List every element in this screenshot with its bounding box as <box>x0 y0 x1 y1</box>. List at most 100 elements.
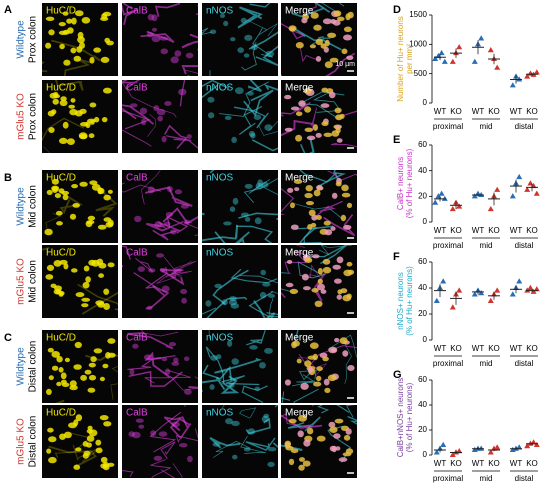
cell <box>322 356 329 362</box>
fibre <box>235 231 250 243</box>
fibre <box>156 270 192 284</box>
data-point <box>478 191 485 198</box>
cell <box>232 454 238 460</box>
x-tick-label: WT <box>510 226 523 235</box>
fibre <box>308 137 315 153</box>
cell <box>343 224 352 230</box>
cell <box>161 357 168 362</box>
fibre <box>248 80 262 92</box>
cell <box>342 350 349 357</box>
cell <box>163 221 171 227</box>
cell <box>335 446 341 451</box>
fibre <box>221 375 260 386</box>
cell <box>67 27 74 34</box>
cell <box>286 259 293 264</box>
channel-label: CalB <box>126 6 148 17</box>
cell <box>71 184 78 189</box>
cell <box>97 187 105 195</box>
cell <box>234 87 244 95</box>
cell <box>184 388 192 395</box>
cell <box>135 418 144 423</box>
fibre <box>56 189 84 214</box>
cell <box>85 220 93 228</box>
panel-letter: G <box>393 369 402 381</box>
cell <box>165 212 174 217</box>
micrograph: Merge <box>281 245 357 318</box>
cell <box>157 115 163 122</box>
cell <box>284 127 293 132</box>
genotype-label: mGlu5 KO <box>16 258 27 305</box>
cell <box>89 102 97 108</box>
fibre <box>122 182 162 193</box>
data-point <box>440 441 447 447</box>
cell <box>89 57 95 64</box>
cell <box>158 431 168 437</box>
y-tick-label: 0 <box>423 98 428 107</box>
region-label: mid <box>480 122 493 131</box>
y-tick-label: 20 <box>418 191 427 200</box>
cell <box>298 414 308 422</box>
data-point <box>527 284 534 290</box>
data-point <box>449 58 456 64</box>
micrograph: Merge <box>281 330 357 403</box>
cell <box>262 181 269 188</box>
cell <box>304 192 313 199</box>
fibre <box>122 129 152 147</box>
cell <box>301 273 309 281</box>
region-label: distal <box>515 359 534 368</box>
fibre <box>72 444 102 463</box>
cell <box>339 337 348 345</box>
cell <box>103 87 112 94</box>
data-point <box>438 49 445 56</box>
cell <box>229 206 236 212</box>
region-label: Prox colon <box>28 16 39 63</box>
micrograph: Merge <box>281 3 357 76</box>
y-tick-label: 1000 <box>409 39 427 48</box>
cell <box>174 189 182 195</box>
cell <box>63 59 71 66</box>
fibre <box>140 30 175 43</box>
cell <box>316 184 323 191</box>
cell <box>346 293 352 299</box>
cell <box>320 103 330 108</box>
cell <box>323 132 333 137</box>
cell <box>240 17 247 24</box>
cell <box>209 29 217 35</box>
cell <box>166 186 173 192</box>
panel-letter: F <box>393 251 400 263</box>
data-point <box>456 44 463 50</box>
cell <box>83 265 90 272</box>
fibre <box>318 245 352 256</box>
x-tick-label: KO <box>488 226 500 235</box>
cell <box>338 457 348 462</box>
channel-label: Merge <box>285 83 314 94</box>
cell <box>343 34 352 41</box>
cell <box>160 48 169 55</box>
cell <box>88 259 96 266</box>
cell <box>284 379 291 386</box>
cell <box>56 356 63 363</box>
cell <box>107 338 116 344</box>
x-tick-label: WT <box>472 459 485 468</box>
fibre <box>145 222 171 232</box>
cell <box>253 114 262 120</box>
data-point <box>516 173 523 180</box>
channel-label: Merge <box>285 248 314 259</box>
cell <box>81 303 89 308</box>
cell <box>59 99 68 107</box>
cell <box>320 289 327 294</box>
fibre <box>287 416 321 432</box>
cell <box>212 442 221 447</box>
y-tick-label: 40 <box>418 283 427 292</box>
cell <box>185 52 194 59</box>
cell <box>184 356 190 361</box>
cell <box>296 358 302 364</box>
cell <box>51 178 59 185</box>
cell <box>209 384 215 390</box>
cell <box>231 358 239 365</box>
cell <box>306 135 316 141</box>
cell <box>161 285 170 293</box>
fibre <box>179 80 186 107</box>
cell <box>105 221 114 228</box>
cell <box>91 183 101 191</box>
